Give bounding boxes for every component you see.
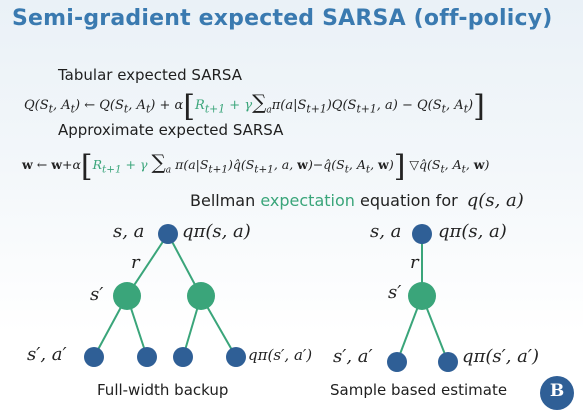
right-leaf-right-label: qπ(s′, a′) [462, 346, 539, 367]
left-leaf-node-1 [84, 347, 104, 367]
bellman-suffix: equation for [360, 191, 458, 210]
left-leaf-node-2 [137, 347, 157, 367]
left-r-label: r [131, 252, 140, 273]
left-leaf-right-label: qπ(s′, a′) [248, 346, 313, 364]
right-leaf-node-2 [438, 352, 458, 372]
bellman-prefix: Bellman [190, 191, 256, 210]
right-leaf-node-1 [387, 352, 407, 372]
right-root-label: s, a [370, 221, 402, 242]
approx-equation: w ← w+α[Rt+1 + γ ∑a π(a|St+1)q̂(St+1, a,… [22, 149, 490, 184]
left-state-node-2 [187, 282, 215, 310]
left-root-q: qπ(s, a) [182, 221, 251, 242]
left-mid-label: s′ [90, 284, 104, 305]
right-state-node [408, 282, 436, 310]
right-leaf-left-label: s′, a′ [333, 346, 373, 367]
left-root-node [158, 224, 178, 244]
left-root-label: s, a [113, 221, 145, 242]
bellman-q: q(s, a) [466, 190, 524, 211]
logo-letter: В [549, 381, 565, 401]
right-r-label: r [410, 252, 419, 273]
tabular-heading: Tabular expected SARSA [58, 66, 242, 84]
left-state-node-1 [113, 282, 141, 310]
right-root-node [412, 224, 432, 244]
university-logo: В [540, 376, 574, 410]
left-leaf-node-3 [173, 347, 193, 367]
left-caption: Full-width backup [97, 381, 229, 399]
slide-title: Semi-gradient expected SARSA (off-policy… [12, 6, 553, 31]
approx-heading: Approximate expected SARSA [58, 121, 284, 139]
right-caption: Sample based estimate [330, 381, 508, 399]
right-mid-label: s′ [388, 282, 402, 303]
bellman-highlight: expectation [260, 191, 355, 210]
tabular-equation: Q(St, At) ← Q(St, At) + α[Rt+1 + γ∑aπ(a|… [24, 89, 485, 124]
bellman-line: Bellman expectation equation for q(s, a) [190, 190, 524, 211]
right-root-q: qπ(s, a) [438, 221, 507, 242]
left-leaf-left-label: s′, a′ [27, 344, 67, 365]
left-leaf-node-4 [226, 347, 246, 367]
